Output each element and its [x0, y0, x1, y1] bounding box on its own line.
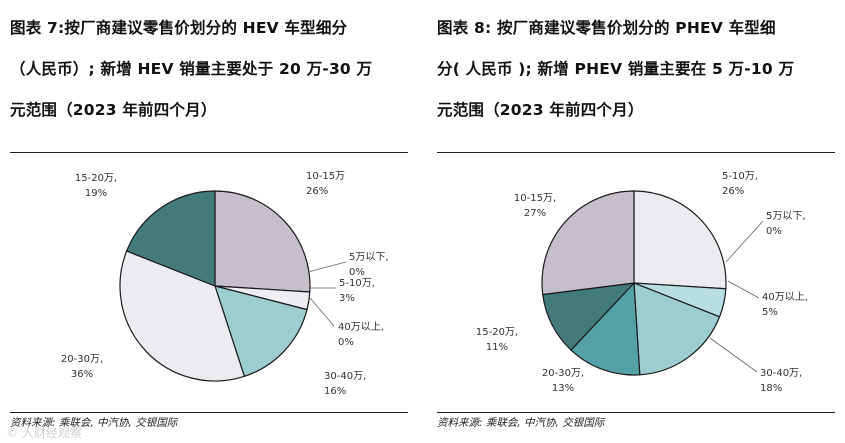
phev-figure-panel: 图表 8: 按厂商建议零售价划分的 PHEV 车型细 分( 人民币 ); 新增 …	[437, 0, 835, 443]
phev-pie-chart: 5-10万, 26% 5万以下, 0% 40万以上, 5% 30-40万, 18% 20-30万…	[476, 171, 808, 394]
pie-slice-0-value-label: 26%	[306, 186, 328, 197]
pie-slice-3	[633, 282, 721, 376]
pie-slice-2-value-label: 5%	[762, 307, 778, 318]
pie-slice-6-value-label: 19%	[85, 188, 107, 199]
pie-slice-2-leader-line	[727, 280, 760, 299]
pie-slice-0	[214, 190, 311, 293]
pie-slice-1-name-label: 5万以下,	[766, 211, 806, 222]
pie-slice-4-value-label: 13%	[552, 383, 574, 394]
pie-slice-1-value-label: 0%	[349, 267, 365, 278]
pie-slice-5-name-label: 20-30万,	[61, 354, 103, 365]
pie-slice-6-name-label: 10-15万,	[514, 193, 556, 204]
pie-slice-2-name-label: 40万以上,	[762, 291, 808, 303]
phev-title-line-3: 元范围（2023 年前四个月）	[437, 101, 644, 119]
hev-top-rule	[10, 152, 408, 153]
pie-slice-1-leader-line	[307, 261, 347, 273]
pie-slice-3-name-label: 40万以上,	[338, 321, 384, 333]
phev-figure-title: 图表 8: 按厂商建议零售价划分的 PHEV 车型细 分( 人民币 ); 新增 …	[437, 8, 835, 131]
pie-slice-4-name-label: 30-40万,	[324, 371, 366, 382]
watermark: © 人财经观察	[6, 426, 82, 440]
pie-slice-6	[126, 190, 216, 287]
phev-title-line-1: 图表 8: 按厂商建议零售价划分的 PHEV 车型细	[437, 19, 776, 37]
hev-title-line-3: 元范围（2023 年前四个月）	[10, 101, 217, 119]
pie-slice-0-name-label: 10-15万	[306, 171, 345, 182]
phev-top-rule	[437, 152, 835, 153]
hev-title-line-1: 图表 7:按厂商建议零售价划分的 HEV 车型细分	[10, 19, 348, 37]
pie-slice-5	[119, 250, 245, 382]
phev-source-note: 资料来源: 乘联会, 中汽协, 交银国际	[437, 417, 605, 429]
pie-slice-6-value-label: 27%	[524, 208, 546, 219]
pie-slice-5-value-label: 11%	[486, 342, 508, 353]
pie-slice-6	[541, 190, 635, 296]
pie-slice-2-value-label: 3%	[339, 293, 355, 304]
pie-slice-5-name-label: 15-20万,	[476, 327, 518, 338]
pie-slice-0-name-label: 5-10万,	[722, 171, 758, 182]
hev-bottom-rule	[10, 412, 408, 413]
pie-slice-3-leader-line	[709, 337, 758, 373]
pie-slice-3-value-label: 18%	[760, 383, 782, 394]
hev-pie-chart: 10-15万26%5万以下,0%5-10万,3%40万以上,0%30-40万,1…	[61, 171, 389, 397]
pie-slice-0	[633, 190, 727, 290]
pie-slice-3-leader-line	[309, 297, 335, 327]
hev-title-line-2: （人民币）; 新增 HEV 销量主要处于 20 万-30 万	[10, 60, 373, 78]
hev-figure-title: 图表 7:按厂商建议零售价划分的 HEV 车型细分 （人民币）; 新增 HEV …	[10, 8, 408, 131]
pie-slice-4	[214, 285, 308, 377]
hev-source-note: 资料来源: 乘联会, 中汽协, 交银国际	[10, 417, 178, 429]
pie-slice-1-leader-line	[725, 220, 764, 263]
pie-slice-2-name-label: 5-10万,	[339, 278, 375, 289]
phev-title-line-2: 分( 人民币 ); 新增 PHEV 销量主要在 5 万-10 万	[437, 60, 795, 78]
pie-slice-6-name-label: 15-20万,	[75, 173, 117, 184]
pie-slice-5-value-label: 36%	[71, 369, 93, 380]
pie-slice-1-name-label: 5万以下,	[349, 252, 389, 263]
phev-bottom-rule	[437, 412, 835, 413]
pie-slice-4	[570, 282, 641, 376]
pie-slice-3-name-label: 30-40万,	[760, 368, 802, 379]
pie-slice-1-value-label: 0%	[766, 226, 782, 237]
pie-slice-4-value-label: 16%	[324, 386, 346, 397]
pie-slice-4-name-label: 20-30万,	[542, 368, 584, 379]
pie-slice-3-value-label: 0%	[338, 337, 354, 348]
pie-slice-0-value-label: 26%	[722, 186, 744, 197]
hev-figure-panel: 图表 7:按厂商建议零售价划分的 HEV 车型细分 （人民币）; 新增 HEV …	[10, 0, 408, 443]
